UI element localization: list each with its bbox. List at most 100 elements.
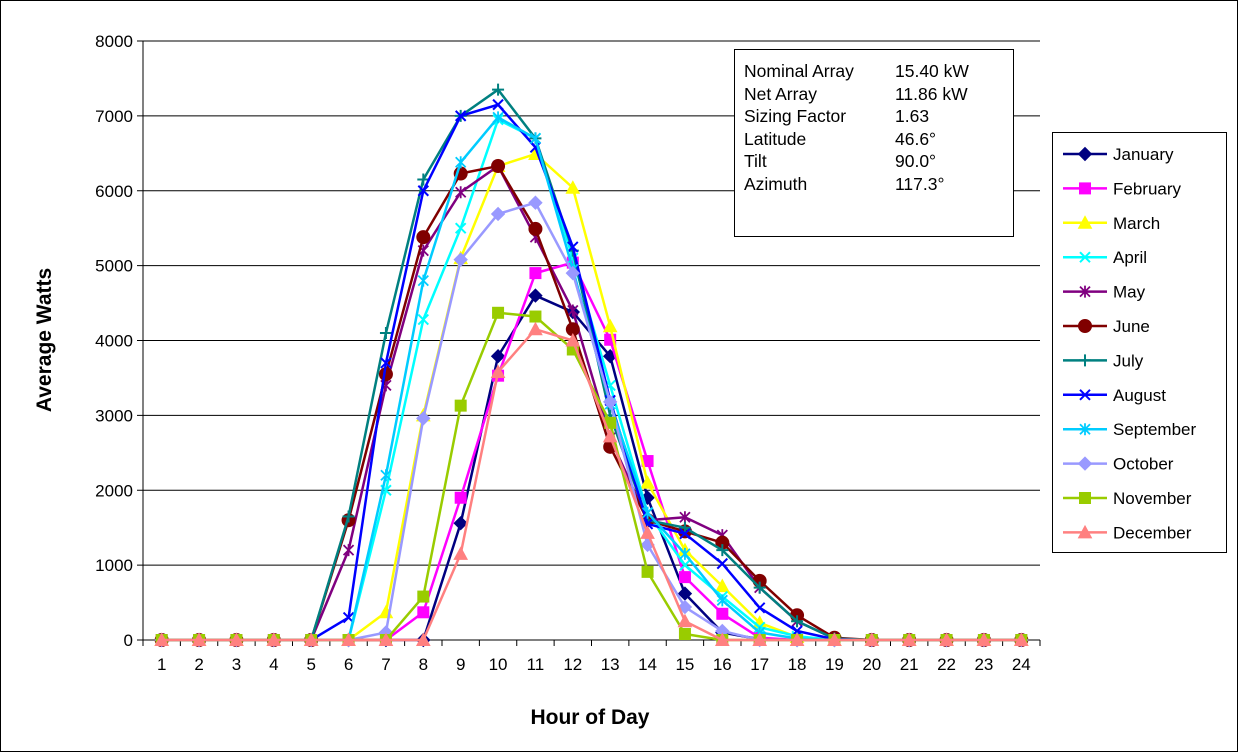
x-tick-label: 21 [900,655,919,674]
info-label: Azimuth [744,173,808,194]
legend-marker [1079,182,1091,195]
y-tick-label: 1000 [95,556,133,575]
legend-label: August [1113,386,1166,405]
data-point-august [454,110,467,122]
data-point-june [528,221,543,236]
data-point-september [417,274,429,287]
data-point-september [679,547,691,560]
info-value: 1.63 [895,106,930,126]
y-tick-label: 7000 [95,107,133,126]
legend-item-october: October [1063,455,1174,474]
data-point-august [417,185,430,197]
x-tick-label: 17 [750,655,769,674]
info-row-nominal-array: Nominal Array 15.40 kW [744,60,1013,83]
legend-item-december: December [1063,523,1192,542]
data-point-october [602,394,618,410]
data-point-december [939,632,954,646]
data-point-september [492,111,504,124]
legend-label: September [1113,420,1196,439]
legend-marker [1077,146,1093,162]
y-tick-label: 5000 [95,257,133,276]
legend-label: January [1113,145,1174,164]
legend-marker [1079,389,1091,401]
legend-item-april: April [1063,248,1147,267]
data-point-december [565,332,581,347]
series-line-december [161,328,1022,642]
legend-item-may: May [1063,283,1146,302]
data-point-september [380,469,392,482]
data-point-march [714,578,730,593]
data-point-may [567,304,579,317]
legend-marker [1077,215,1093,229]
data-point-may [679,511,691,524]
data-point-november [492,306,505,319]
data-point-february [678,571,691,584]
x-tick-label: 6 [344,655,353,674]
data-point-july [716,544,729,557]
data-point-october [416,411,431,426]
info-value: 90.0° [895,151,937,171]
data-point-december [714,632,730,646]
series-january [154,288,1029,648]
legend-item-january: January [1063,145,1174,164]
info-box: Nominal Array 15.40 kW Net Array 11.86 k… [734,49,1014,237]
data-point-april [679,559,691,571]
series-november [155,306,1028,646]
series-line-january [161,294,1022,642]
legend-label: June [1113,317,1150,336]
legend-label: December [1113,523,1192,542]
legend-marker [1077,524,1093,539]
data-point-december [602,428,618,443]
data-point-july [753,581,766,594]
info-label: Tilt [744,151,767,171]
y-tick-label: 0 [124,631,133,650]
data-point-december [266,632,282,646]
info-label: Sizing Factor [744,106,847,126]
y-tick-label: 4000 [95,332,133,351]
legend-label: February [1113,179,1182,198]
legend-item-february: February [1063,179,1182,198]
legend-label: October [1113,455,1174,474]
x-tick-label: 20 [862,655,881,674]
data-point-june [491,159,506,174]
legend-item-july: July [1063,351,1144,370]
legend-item-september: September [1063,420,1196,439]
series-february [155,256,1028,646]
x-tick-label: 18 [788,655,807,674]
x-tick-label: 3 [232,655,241,674]
data-point-september [641,506,654,519]
legend-label: November [1113,489,1192,508]
data-point-august [380,357,392,369]
data-point-november [641,565,654,578]
data-point-october [453,252,468,267]
x-tick-label: 7 [381,655,390,674]
x-tick-label: 4 [269,655,278,674]
data-point-august [567,241,579,253]
series-line-may [161,164,1022,642]
x-tick-label: 15 [675,655,694,674]
data-point-december [789,632,805,646]
data-point-december [976,632,992,646]
info-row-net-array: Net Array 11.86 kW [744,83,1013,106]
data-point-october [677,599,693,615]
data-point-february [604,333,617,346]
data-point-august [679,527,691,540]
legend-item-november: November [1063,489,1192,508]
legend-item-march: March [1063,214,1160,233]
series-line-june [161,164,1022,642]
legend-marker [1079,251,1091,263]
series-december [154,321,1029,646]
y-tick-label: 8000 [95,32,133,51]
data-point-december [1013,632,1029,646]
series-october [154,195,1029,648]
data-point-august [716,557,729,570]
data-point-december [528,321,543,336]
series-lines [154,83,1029,648]
data-point-november [417,590,430,603]
data-point-september [716,594,728,607]
legend-marker [1078,319,1092,333]
data-point-october [528,195,543,210]
data-point-january [490,349,506,364]
data-point-august [492,98,504,111]
x-tick-label: 22 [937,655,956,674]
